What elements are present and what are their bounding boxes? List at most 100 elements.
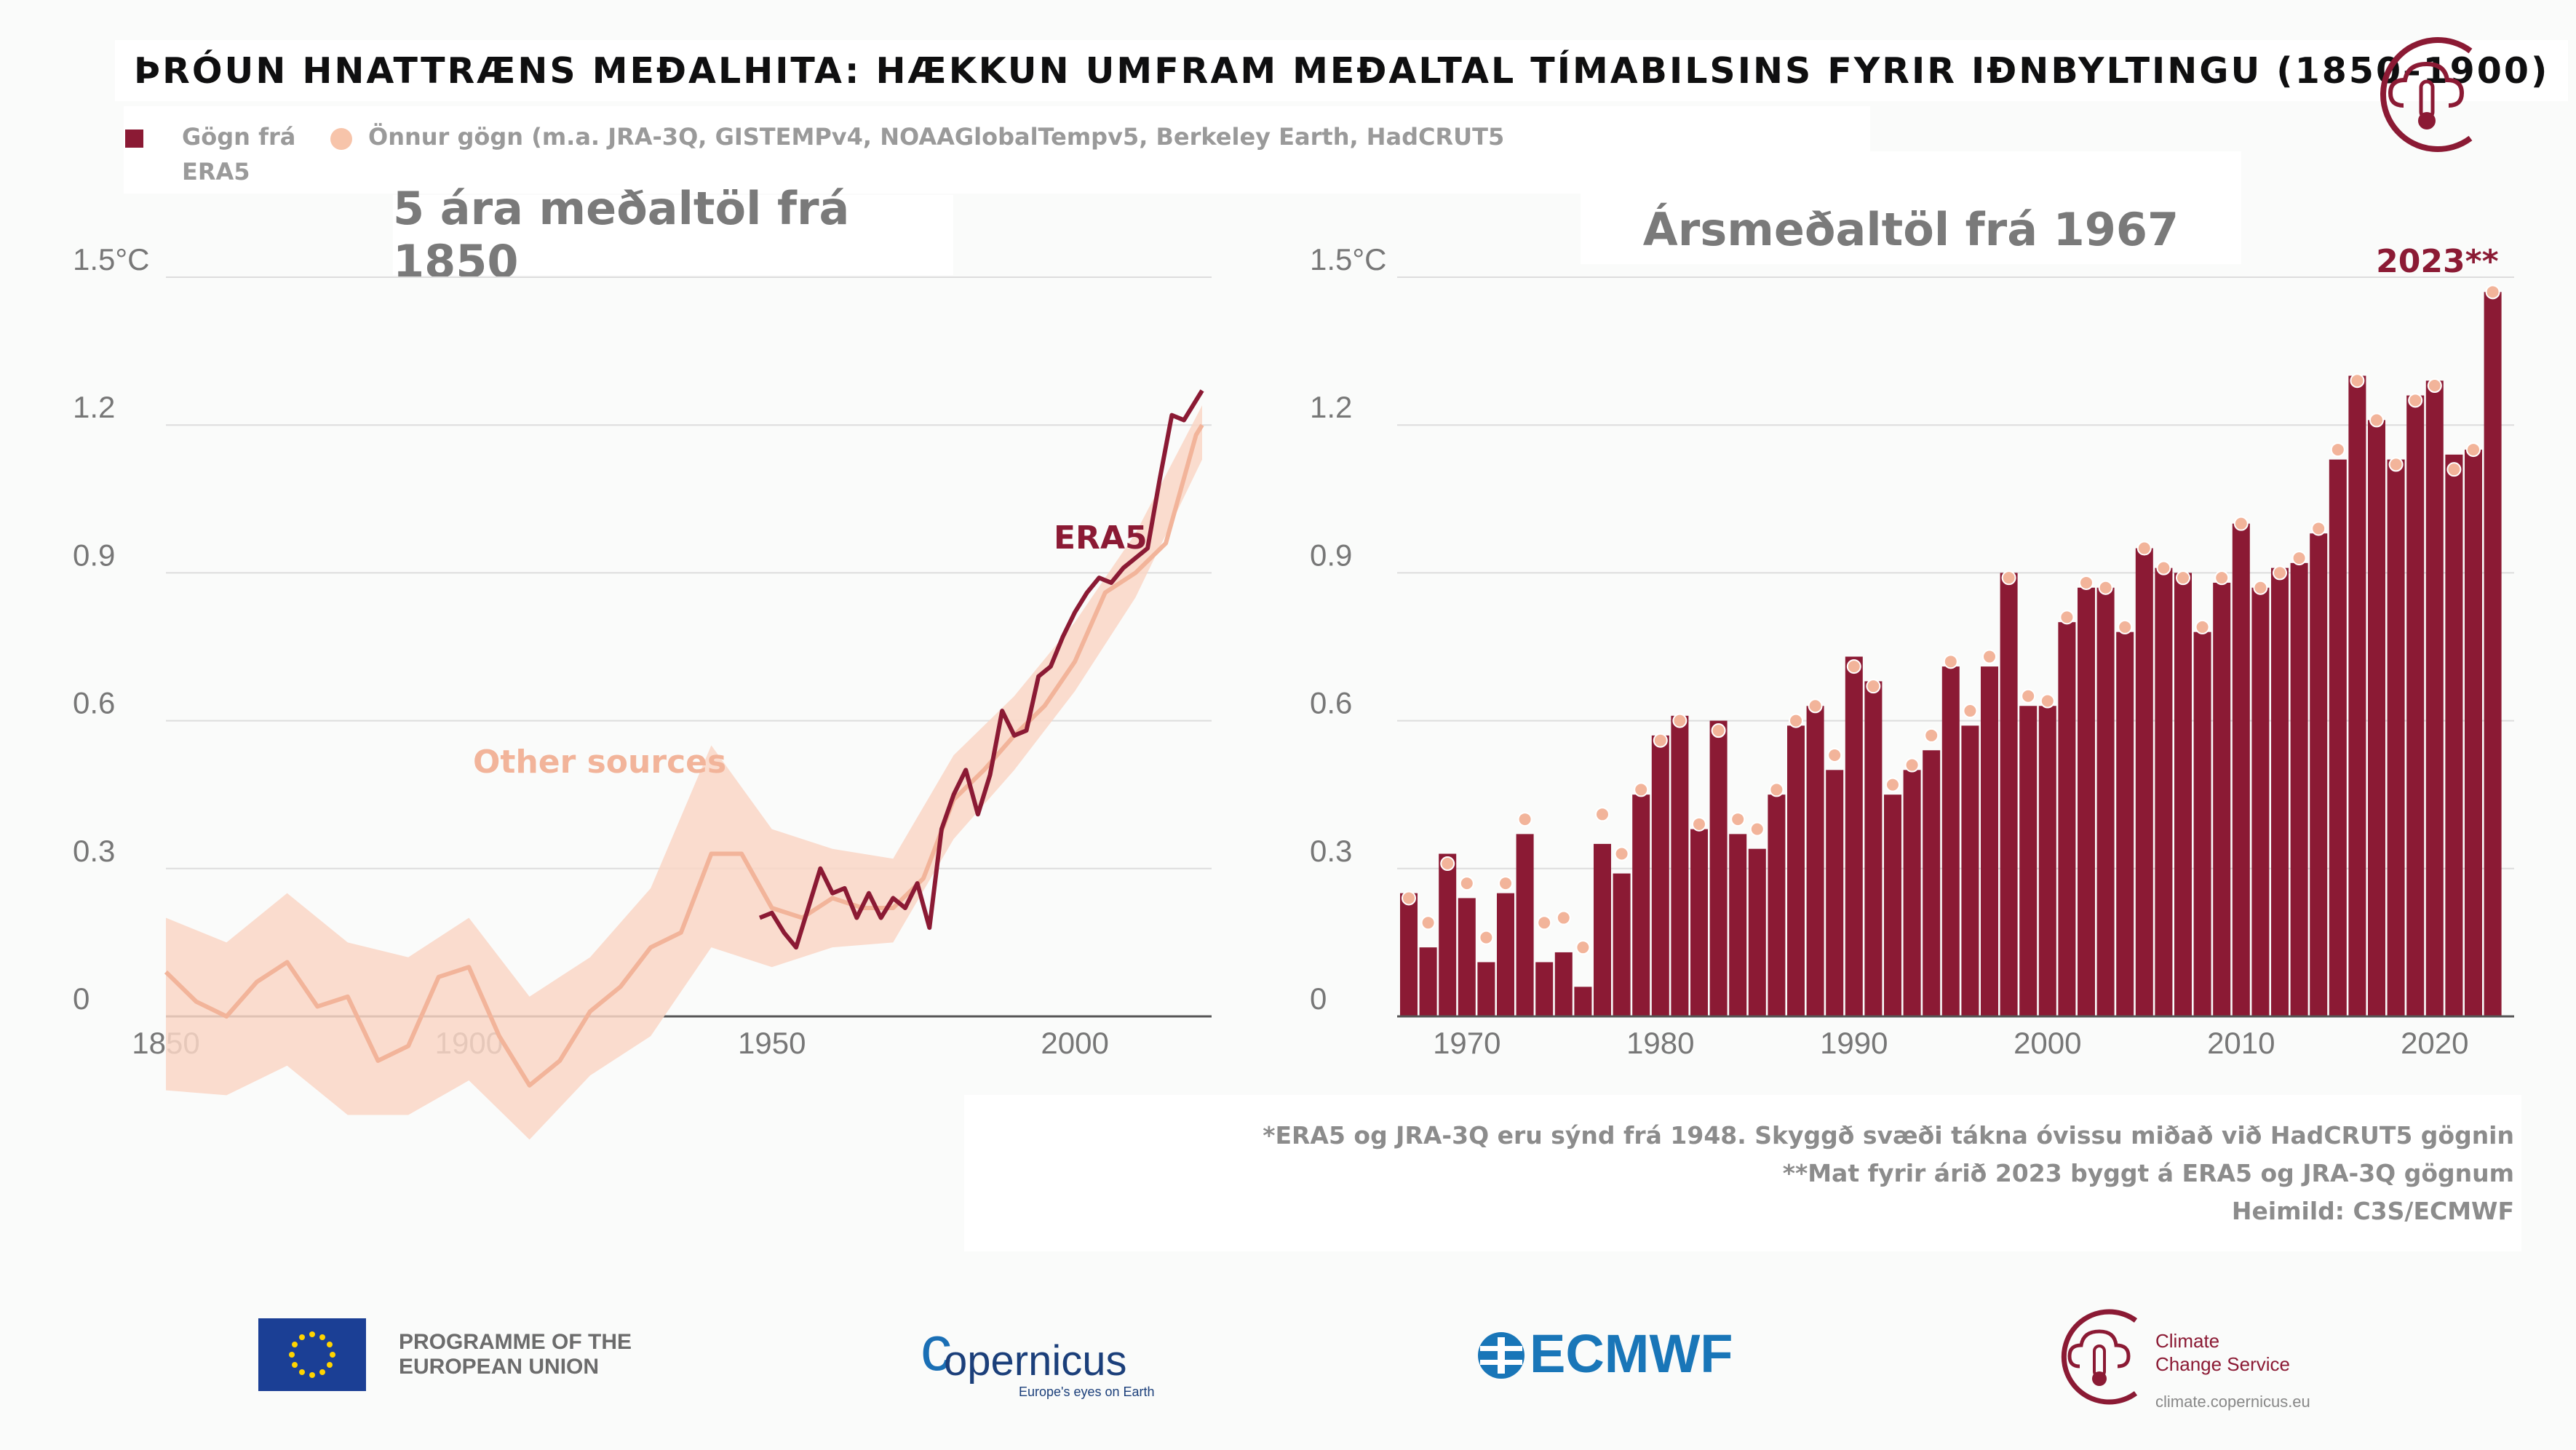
other-sources-point-2017 — [2369, 413, 2384, 428]
eu-programme-line2: EUROPEAN UNION — [399, 1355, 600, 1379]
ecmwf-emblem-icon — [1476, 1330, 1527, 1381]
era5-bar-1999 — [2019, 706, 2038, 1016]
era5-bar-2012 — [2271, 567, 2289, 1016]
copernicus-logo: c opernicus Europe's eyes on Earth — [921, 1313, 1168, 1401]
era5-bar-1975 — [1554, 952, 1573, 1016]
right-y-tick-label: 0.9 — [1310, 538, 1352, 572]
other-sources-point-1992 — [1885, 777, 1900, 792]
era5-bar-1986 — [1768, 794, 1786, 1016]
other-sources-point-1991 — [1866, 679, 1881, 694]
other-sources-point-2000 — [2040, 693, 2055, 709]
era5-bar-2023 — [2484, 292, 2502, 1016]
other-sources-point-1993 — [1904, 757, 1920, 773]
left-y-tick-label: 1.2 — [73, 390, 115, 424]
right-y-tick-label: 0.6 — [1310, 686, 1352, 720]
era5-bar-1978 — [1613, 873, 1631, 1016]
left-y-tick-label: 0.9 — [73, 538, 115, 572]
era5-bar-1985 — [1748, 848, 1766, 1016]
other-sources-point-1997 — [1982, 649, 1997, 664]
era5-bar-1989 — [1826, 770, 1844, 1016]
era5-bar-1967 — [1400, 893, 1418, 1016]
era5-bar-2018 — [2387, 459, 2405, 1016]
era5-bar-2020 — [2425, 381, 2444, 1016]
other-sources-point-1999 — [2021, 688, 2036, 704]
era5-bar-1987 — [1787, 725, 1805, 1016]
right-y-tick-label: 0.3 — [1310, 834, 1352, 868]
other-sources-point-1976 — [1575, 940, 1591, 955]
right-x-tick-label: 1980 — [1626, 1026, 1694, 1060]
note-era5-uncertainty: *ERA5 og JRA-3Q eru sýnd frá 1948. Skygg… — [1263, 1120, 2514, 1150]
other-sources-point-1968 — [1420, 915, 1436, 931]
notes-box: *ERA5 og JRA-3Q eru sýnd frá 1948. Skygg… — [964, 1095, 2521, 1251]
other-sources-point-2019 — [2408, 393, 2423, 408]
other-sources-point-1979 — [1634, 782, 1649, 797]
era5-bar-1971 — [1477, 962, 1495, 1016]
other-sources-line — [164, 423, 1204, 1088]
era5-bar-1968 — [1419, 947, 1437, 1016]
right-x-tick-label: 2020 — [2401, 1026, 2468, 1060]
other-sources-point-1986 — [1769, 782, 1784, 797]
other-sources-point-2002 — [2079, 575, 2094, 590]
other-sources-point-2012 — [2273, 565, 2287, 581]
other-sources-point-2003 — [2098, 580, 2113, 595]
right-y-tick-label: 1.2 — [1310, 390, 1352, 424]
era5-bar-1990 — [1845, 656, 1863, 1016]
era5-bar-1973 — [1516, 834, 1534, 1016]
other-sources-point-2011 — [2253, 580, 2268, 595]
right-y-tick-label: 0 — [1310, 981, 1327, 1016]
right-x-tick-label: 1970 — [1433, 1026, 1500, 1060]
right-panel-title: Ársmeðaltöl frá 1967 — [1642, 203, 2179, 256]
other-sources-point-2018 — [2388, 457, 2404, 472]
c3s-name-line2: Change Service — [2155, 1353, 2290, 1375]
era5-bar-2008 — [2193, 632, 2211, 1016]
legend: Gögn frá ERA5 Önnur gögn (m.a. JRA-3Q, G… — [124, 106, 1870, 194]
right-panel-title-box: Ársmeðaltöl frá 1967 — [1581, 151, 2241, 264]
right-x-tick-label: 2010 — [2207, 1026, 2275, 1060]
era5-bar-1974 — [1535, 962, 1554, 1016]
copernicus-logo-c: c — [921, 1314, 952, 1384]
era5-bar-1984 — [1729, 834, 1747, 1016]
left-y-tick-label: 0 — [73, 981, 90, 1016]
other-sources-point-2007 — [2176, 570, 2190, 586]
left-x-tick-label: 2000 — [1041, 1026, 1108, 1060]
era5-bar-1993 — [1903, 770, 1921, 1016]
other-sources-line-label: Other sources — [473, 744, 726, 781]
era5-bar-2009 — [2213, 582, 2231, 1016]
era5-bar-1972 — [1497, 893, 1514, 1016]
era5-bar-1991 — [1864, 681, 1883, 1016]
other-sources-point-1990 — [1846, 659, 1861, 674]
c3s-emblem-icon — [2380, 37, 2473, 152]
other-sources-point-1978 — [1614, 846, 1629, 861]
right-chart: 0 0.3 0.6 0.9 1.2 1.5°C 1970 1980 1990 2000 2010 20… — [1310, 242, 2514, 1060]
other-sources-point-2010 — [2233, 516, 2249, 531]
era5-bar-2017 — [2368, 420, 2385, 1016]
eu-programme-line1: PROGRAMME OF THE — [399, 1330, 632, 1354]
eu-flag-icon — [258, 1318, 366, 1391]
era5-bar-2011 — [2251, 587, 2270, 1016]
other-sources-point-1971 — [1479, 930, 1494, 945]
other-sources-point-1980 — [1653, 733, 1668, 748]
era5-bar-2022 — [2465, 450, 2482, 1016]
c3s-footer-emblem-icon — [2061, 1309, 2138, 1405]
other-sources-point-1982 — [1692, 816, 1706, 832]
other-sources-point-1989 — [1827, 748, 1842, 763]
other-sources-point-2013 — [2291, 551, 2307, 566]
other-sources-point-2021 — [2446, 462, 2462, 477]
era5-line-label: ERA5 — [1054, 519, 1148, 557]
era5-bar-2002 — [2078, 587, 2095, 1016]
right-y-tick-label: 1.5°C — [1310, 242, 1387, 276]
other-sources-point-2008 — [2195, 619, 2210, 634]
other-sources-point-2006 — [2156, 560, 2171, 575]
era5-bar-2006 — [2155, 567, 2173, 1016]
left-panel-title: 5 ára meðaltöl frá 1850 — [393, 182, 850, 288]
era5-bar-2003 — [2096, 587, 2115, 1016]
other-sources-point-1988 — [1808, 698, 1823, 714]
left-chart: 00.30.60.91.21.5°C1850190019502000ERA5Ot… — [73, 242, 1212, 1140]
other-sources-point-1994 — [1924, 728, 1939, 743]
left-y-tick-label: 0.3 — [73, 834, 115, 868]
era5-bar-1983 — [1709, 720, 1728, 1016]
left-panel-title-box: 5 ára meðaltöl frá 1850 — [393, 182, 953, 288]
copernicus-tagline: Europe's eyes on Earth — [1019, 1385, 1155, 1399]
legend-era5-swatch — [125, 130, 143, 148]
other-sources-point-2015 — [2330, 442, 2345, 458]
